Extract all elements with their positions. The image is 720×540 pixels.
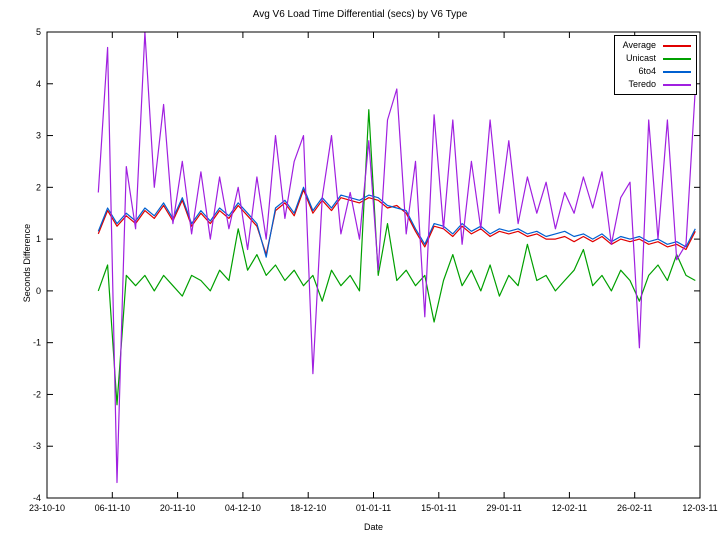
x-tick-label: 12-02-11 xyxy=(552,503,587,513)
x-tick-label: 26-02-11 xyxy=(617,503,652,513)
legend-line-teredo xyxy=(663,83,691,86)
x-tick-label: 04-12-10 xyxy=(225,503,261,513)
legend-line-unicast xyxy=(663,57,691,60)
y-axis-label: Seconds Difference xyxy=(22,223,32,303)
legend-item-average: Average xyxy=(623,39,691,52)
legend-item-teredo: Teredo xyxy=(623,78,691,91)
y-tick-label: 1 xyxy=(36,234,41,244)
x-tick-label: 06-11-10 xyxy=(95,503,130,513)
x-tick-label: 20-11-10 xyxy=(160,503,195,513)
x-tick-label: 29-01-11 xyxy=(486,503,521,513)
y-tick-label: 3 xyxy=(36,131,41,141)
legend-label-6to4: 6to4 xyxy=(638,66,656,76)
legend-label-unicast: Unicast xyxy=(625,53,656,63)
y-tick-label: 4 xyxy=(36,79,41,89)
y-tick-label: -1 xyxy=(33,338,41,348)
legend-line-average xyxy=(663,44,691,47)
legend-line-6to4 xyxy=(663,70,691,73)
y-tick-label: 5 xyxy=(36,27,41,37)
legend-label-average: Average xyxy=(622,40,656,50)
y-tick-label: 2 xyxy=(36,182,41,192)
legend-item-unicast: Unicast xyxy=(623,52,691,65)
y-tick-label: -4 xyxy=(33,493,41,503)
legend-item-6to4: 6to4 xyxy=(623,65,691,78)
y-tick-label: -2 xyxy=(33,389,41,399)
x-tick-label: 23-10-10 xyxy=(29,503,65,513)
series-line-average xyxy=(97,189,696,256)
x-tick-label: 01-01-11 xyxy=(356,503,391,513)
y-tick-label: 0 xyxy=(36,286,41,296)
y-tick-label: -3 xyxy=(33,441,41,451)
x-tick-label: 15-01-11 xyxy=(421,503,456,513)
x-tick-label: 12-03-11 xyxy=(682,503,717,513)
x-axis-label: Date xyxy=(363,522,383,532)
legend: Average Unicast 6to4 Teredo xyxy=(613,35,697,95)
series-line-6to4 xyxy=(97,186,696,258)
series-line-teredo xyxy=(97,32,696,484)
chart-title: Avg V6 Load Time Differential (secs) by … xyxy=(252,9,468,20)
x-tick-label: 18-12-10 xyxy=(290,503,326,513)
legend-label-teredo: Teredo xyxy=(628,79,656,89)
series-line-unicast xyxy=(97,109,696,406)
